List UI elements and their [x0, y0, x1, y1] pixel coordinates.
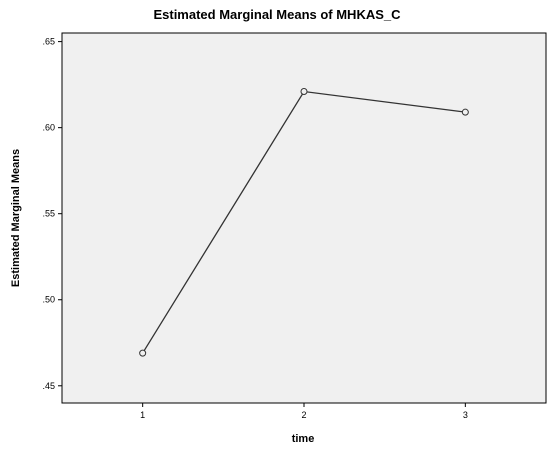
x-tick-label: 3	[463, 410, 468, 420]
y-axis: .45 .50 .55 .60 .65	[42, 37, 62, 391]
x-axis-title: time	[292, 433, 315, 445]
x-tick-label: 1	[140, 410, 145, 420]
x-tick-label: 2	[301, 410, 306, 420]
markers	[139, 88, 469, 357]
data-point-marker	[300, 88, 308, 96]
y-tick-label: .60	[42, 123, 55, 133]
y-tick-label: .50	[42, 295, 55, 305]
y-tick-label: .65	[42, 37, 55, 47]
data-point-marker	[139, 349, 147, 357]
y-axis-title: Estimated Marginal Means	[10, 149, 22, 287]
x-axis: 1 2 3	[140, 403, 468, 420]
data-point-marker	[461, 108, 469, 116]
y-tick-label: .55	[42, 209, 55, 219]
y-tick-label: .45	[42, 381, 55, 391]
chart-title: Estimated Marginal Means of MHKAS_C	[153, 7, 401, 22]
